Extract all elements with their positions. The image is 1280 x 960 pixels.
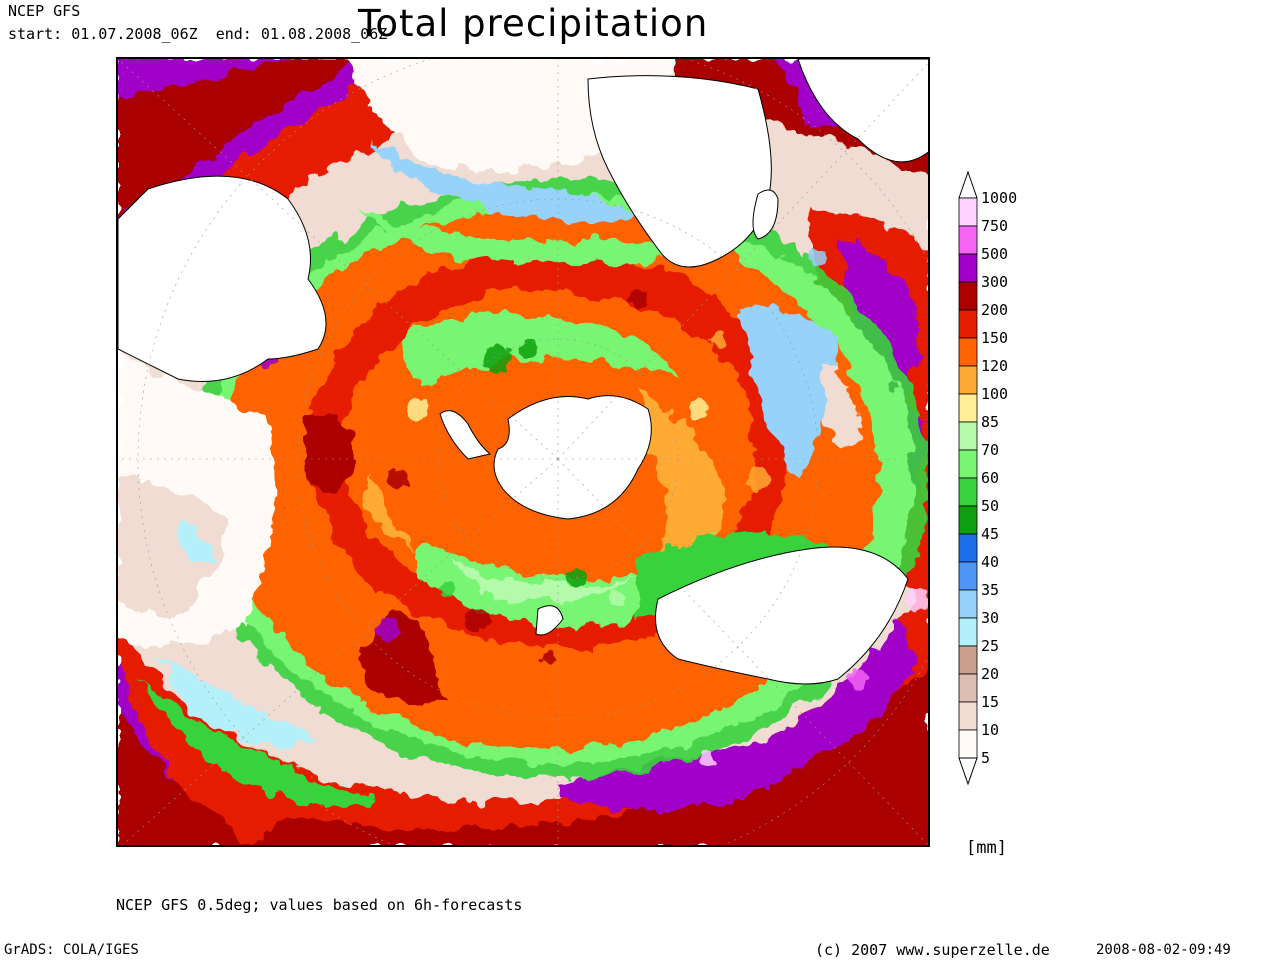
antarctic-peninsula-land [439, 410, 492, 460]
colorbar-level-label: 150 [981, 329, 1009, 347]
copyright-label: (c) 2007 www.superzelle.de [815, 941, 1050, 959]
australia-land [655, 546, 909, 685]
colorbar-swatch [958, 729, 978, 759]
colorbar-level-label: 85 [981, 413, 1000, 431]
arabia-land [797, 59, 928, 163]
colorbar-swatch [958, 253, 978, 283]
colorbar-level-label: 30 [981, 609, 1000, 627]
colorbar-level-label: 1000 [981, 189, 1018, 207]
colorbar-level-label: 45 [981, 525, 1000, 543]
colorbar-swatch [958, 197, 978, 227]
colorbar-top-arrow [958, 170, 978, 199]
colorbar-swatch [958, 561, 978, 591]
colorbar-level-label: 20 [981, 665, 1000, 683]
colorbar-swatch [958, 645, 978, 675]
colorbar-swatch [958, 589, 978, 619]
colorbar-level-label: 200 [981, 301, 1009, 319]
colorbar-level-label: 10 [981, 721, 1000, 739]
landmasses [118, 59, 928, 685]
colorbar-level-label: 50 [981, 497, 1000, 515]
colorbar-swatch [958, 617, 978, 647]
colorbar-swatch [958, 505, 978, 535]
colorbar-level-label: 40 [981, 553, 1000, 571]
data-note: NCEP GFS 0.5deg; values based on 6h-fore… [116, 896, 523, 914]
colorbar-level-label: 15 [981, 693, 1000, 711]
colorbar-swatch [958, 309, 978, 339]
model-label: NCEP GFS [8, 2, 81, 20]
colorbar-level-label: 120 [981, 357, 1009, 375]
colorbar-level-label: 5 [981, 749, 991, 767]
software-label: GrADS: COLA/IGES [4, 942, 139, 958]
colorbar-level-label: 25 [981, 637, 1000, 655]
colorbar-swatch [958, 421, 978, 451]
period-label: start: 01.07.2008_06Z end: 01.08.2008_06… [8, 25, 388, 43]
precipitation-map-canvas [118, 59, 928, 845]
precipitation-map [116, 57, 930, 847]
colorbar-level-label: 60 [981, 469, 1000, 487]
colorbar-legend: 1000 750 500 300 200 150 120 100 85 70 60 50 45 40 35 3… [956, 170, 1026, 785]
colorbar [958, 170, 978, 785]
map-title: Total precipitation [358, 2, 709, 45]
colorbar-level-label: 70 [981, 441, 1000, 459]
colorbar-swatch [958, 533, 978, 563]
colorbar-swatch [958, 673, 978, 703]
south-america-land [118, 175, 327, 382]
colorbar-swatch [958, 701, 978, 731]
colorbar-swatch [958, 225, 978, 255]
unit-label: [mm] [966, 838, 1007, 858]
colorbar-level-label: 750 [981, 217, 1009, 235]
colorbar-swatch [958, 477, 978, 507]
timestamp-label: 2008-08-02-09:49 [1096, 942, 1231, 958]
colorbar-level-label: 35 [981, 581, 1000, 599]
colorbar-swatch [958, 365, 978, 395]
graticule [118, 59, 928, 845]
new-zealand-land [535, 605, 564, 636]
colorbar-swatch [958, 337, 978, 367]
antarctica-land [493, 395, 652, 520]
colorbar-swatch [958, 449, 978, 479]
colorbar-bottom-arrow [958, 757, 978, 785]
africa-land [587, 75, 772, 268]
colorbar-level-label: 100 [981, 385, 1009, 403]
colorbar-swatch [958, 281, 978, 311]
colorbar-level-label: 300 [981, 273, 1009, 291]
madagascar-land [752, 189, 779, 240]
colorbar-level-label: 500 [981, 245, 1009, 263]
colorbar-swatch [958, 393, 978, 423]
